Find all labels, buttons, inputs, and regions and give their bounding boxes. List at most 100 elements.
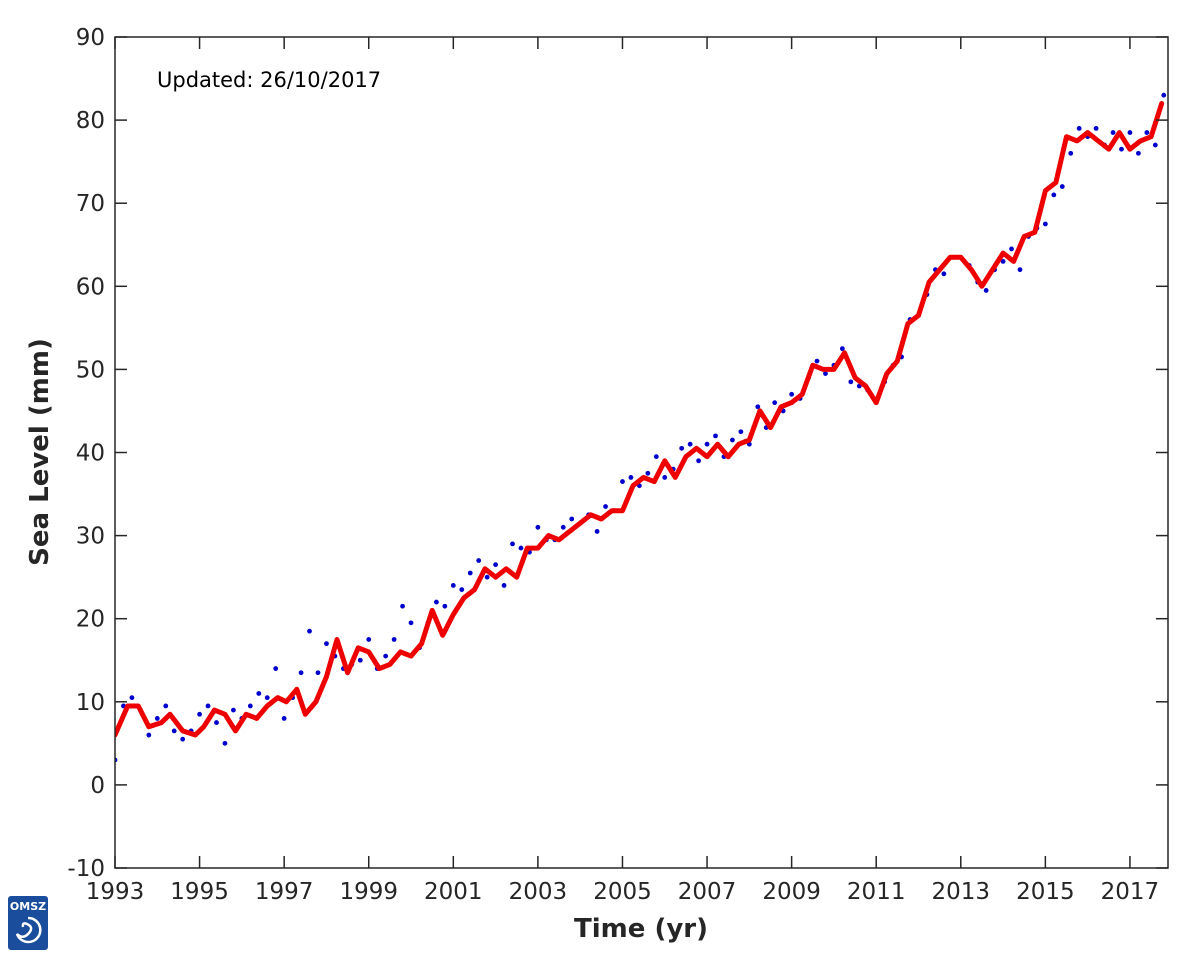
data-point <box>814 358 820 364</box>
data-point <box>298 670 304 676</box>
data-point <box>679 445 685 451</box>
data-point <box>366 637 372 642</box>
axes-layer: 1993 1995 1997 1999 2001 2003 2005 2007 2009 2011… <box>67 25 1168 905</box>
x-tick-label: 1999 <box>339 879 398 905</box>
updated-annotation: Updated: 26/10/2017 <box>157 68 381 92</box>
data-point <box>383 653 389 659</box>
x-tick-label: 2011 <box>847 879 906 905</box>
data-point <box>535 524 541 530</box>
data-point <box>307 628 312 634</box>
data-point <box>653 454 659 460</box>
data-point <box>848 379 854 385</box>
data-point <box>662 475 668 480</box>
data-point <box>197 711 202 717</box>
data-point <box>231 707 236 713</box>
data-point <box>1068 150 1074 156</box>
x-axis-title: Time (yr) <box>574 914 708 944</box>
data-point <box>154 716 160 721</box>
data-point <box>450 583 456 588</box>
data-point <box>256 691 262 696</box>
y-tick-label: 60 <box>76 274 105 300</box>
data-point <box>687 441 693 447</box>
data-point <box>789 391 795 397</box>
y-tick-label: 50 <box>76 357 105 383</box>
data-point <box>484 574 490 580</box>
data-point <box>738 429 744 435</box>
data-point <box>772 400 778 406</box>
data-point <box>1076 126 1082 131</box>
data-point <box>1042 221 1048 227</box>
y-tick-label: 30 <box>76 524 105 550</box>
data-point <box>324 641 329 647</box>
data-point <box>146 732 152 738</box>
x-tick-label: 2009 <box>762 879 821 905</box>
data-point <box>1110 130 1116 135</box>
x-tick-label: 2013 <box>932 879 991 905</box>
data-point <box>163 703 169 709</box>
data-point <box>1017 267 1023 273</box>
data-point <box>755 404 761 410</box>
data-point <box>1135 150 1141 156</box>
x-tick-label: 2007 <box>678 879 737 905</box>
data-point <box>560 524 566 530</box>
data-point <box>391 637 397 642</box>
x-tick-label: 2015 <box>1016 879 1075 905</box>
data-point <box>501 583 507 588</box>
data-point <box>315 670 321 676</box>
data-point <box>476 558 482 563</box>
data-point <box>459 587 465 593</box>
data-point <box>247 703 253 709</box>
data-point <box>569 516 575 522</box>
x-tick-label: 1993 <box>86 879 145 905</box>
data-point <box>467 570 473 576</box>
data-point <box>704 441 710 447</box>
smoothed-line-series <box>115 101 1165 738</box>
x-tick-label: 1995 <box>170 879 229 905</box>
omsz-logo: OMSZ <box>8 896 48 950</box>
data-point <box>518 545 524 551</box>
data-point <box>264 695 270 701</box>
logo-text: OMSZ <box>10 900 46 913</box>
y-tick-label: 80 <box>76 108 105 134</box>
data-layer <box>115 92 1167 763</box>
data-point <box>1051 192 1057 198</box>
data-point <box>1144 130 1150 135</box>
y-axis-title: Sea Level (mm) <box>25 338 55 566</box>
data-point <box>941 271 947 277</box>
y-tick-label: 10 <box>76 690 105 716</box>
x-tick-label: 2017 <box>1101 879 1160 905</box>
data-point <box>1009 246 1014 252</box>
data-point <box>357 657 363 663</box>
data-point <box>620 479 625 484</box>
data-point <box>603 504 608 509</box>
data-point <box>1127 130 1133 135</box>
data-point <box>730 437 735 443</box>
y-tick-label: 20 <box>76 607 105 633</box>
data-point <box>1152 142 1158 148</box>
data-point <box>171 728 177 734</box>
y-tick-label: 0 <box>90 773 105 799</box>
data-point <box>1059 184 1065 189</box>
x-tick-label: 2003 <box>509 879 568 905</box>
data-point <box>594 529 600 534</box>
data-point <box>823 371 828 376</box>
data-point <box>839 346 845 352</box>
plot-area <box>115 37 1168 868</box>
data-point <box>983 288 989 293</box>
data-point <box>273 666 279 671</box>
data-point <box>1119 146 1124 152</box>
data-point <box>713 433 718 439</box>
y-tick-label: 70 <box>76 191 105 217</box>
data-point <box>442 603 448 609</box>
data-point <box>408 620 414 626</box>
data-point <box>645 470 651 476</box>
data-point <box>205 703 211 709</box>
data-point <box>510 541 515 547</box>
y-tick-label: 40 <box>76 441 105 467</box>
data-point <box>493 562 499 568</box>
x-tick-label: 2005 <box>593 879 652 905</box>
data-point <box>129 695 135 701</box>
x-tick-label: 2001 <box>424 879 483 905</box>
data-point <box>628 475 634 480</box>
data-point <box>1093 126 1099 131</box>
